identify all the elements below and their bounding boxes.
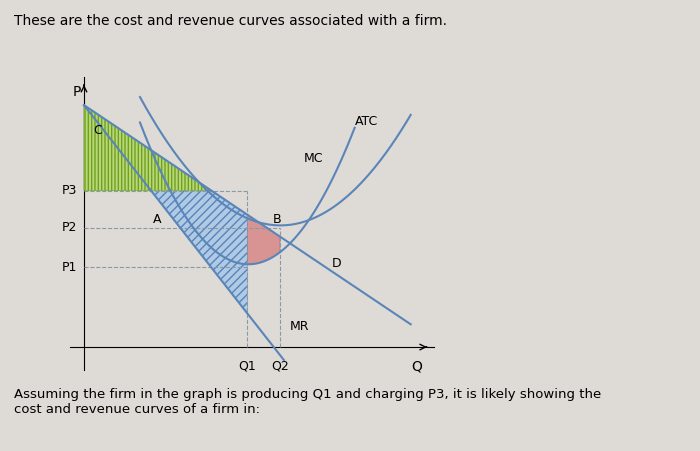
Polygon shape	[84, 105, 211, 190]
Polygon shape	[84, 105, 247, 313]
Polygon shape	[247, 215, 280, 264]
Text: MR: MR	[289, 320, 309, 333]
Text: P: P	[73, 85, 81, 99]
Text: Assuming the firm in the graph is producing Q1 and charging P3, it is likely sho: Assuming the firm in the graph is produc…	[14, 388, 601, 416]
Text: P2: P2	[62, 221, 77, 234]
Text: Q: Q	[411, 360, 422, 374]
Text: These are the cost and revenue curves associated with a firm.: These are the cost and revenue curves as…	[14, 14, 447, 28]
Text: ATC: ATC	[355, 115, 378, 128]
Text: C: C	[93, 124, 102, 137]
Text: B: B	[273, 213, 281, 226]
Text: P3: P3	[62, 184, 77, 197]
Text: D: D	[331, 258, 341, 270]
Polygon shape	[84, 105, 211, 190]
Text: MC: MC	[303, 152, 323, 165]
Text: A: A	[153, 213, 161, 226]
Text: P1: P1	[62, 261, 77, 274]
Text: Q2: Q2	[271, 360, 289, 373]
Text: Q1: Q1	[239, 360, 256, 373]
